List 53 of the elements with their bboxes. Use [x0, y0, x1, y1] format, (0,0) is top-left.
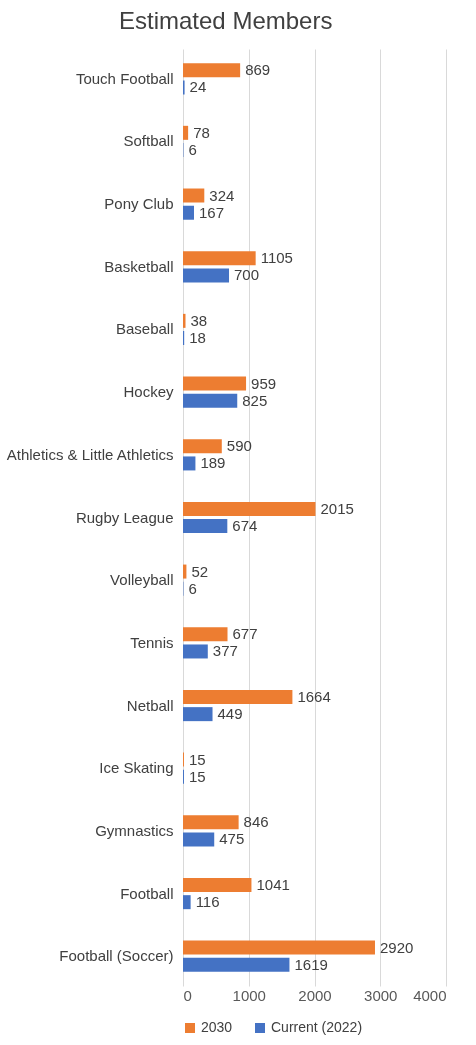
x-tick-label: 2000	[298, 986, 332, 1004]
data-label: 449	[217, 705, 243, 723]
x-tick-label: 0	[183, 986, 192, 1004]
y-tick-label: Volleyball	[110, 571, 174, 589]
data-label: 1619	[294, 955, 328, 973]
x-tick-label: 1000	[232, 986, 266, 1004]
y-tick-label: Basketball	[104, 257, 174, 275]
y-tick-label: Football	[120, 884, 174, 902]
data-label: 846	[243, 813, 269, 831]
data-label: 700	[234, 266, 260, 284]
data-label: 590	[226, 437, 252, 455]
data-label: 78	[193, 123, 210, 141]
data-label: 15	[188, 767, 206, 785]
data-label: 116	[195, 893, 220, 911]
data-label: 24	[189, 78, 207, 96]
data-label: 6	[188, 579, 197, 597]
legend-label: Current (2022)	[271, 1019, 363, 1035]
data-label: 1105	[260, 249, 293, 267]
x-tick-label: 4000	[413, 986, 447, 1004]
y-tick-label: Football (Soccer)	[59, 947, 174, 965]
data-label: 38	[190, 311, 208, 329]
data-label: 189	[200, 454, 226, 472]
y-tick-label: Rugby League	[75, 508, 174, 526]
data-label: 377	[212, 642, 238, 660]
data-label: 2920	[379, 938, 414, 956]
y-tick-label: Hockey	[123, 383, 174, 401]
data-label: 324	[209, 186, 235, 204]
y-tick-label: Baseball	[115, 320, 174, 338]
data-label: 15	[188, 750, 206, 768]
chart-title: Estimated Members	[119, 7, 333, 34]
data-label: 677	[232, 625, 258, 643]
x-tick-label: 3000	[364, 986, 398, 1004]
y-tick-label: Gymnastics	[95, 821, 174, 839]
y-tick-label: Tennis	[130, 633, 174, 651]
y-tick-label: Touch Football	[75, 69, 174, 87]
data-label: 869	[245, 61, 271, 79]
data-label: 167	[198, 203, 225, 221]
legend-label: 2030	[201, 1019, 233, 1035]
data-label: 825	[242, 391, 268, 409]
y-tick-label: Softball	[123, 132, 174, 150]
y-tick-label: Netball	[126, 696, 174, 714]
y-tick-label: Ice Skating	[99, 759, 174, 777]
data-label: 674	[232, 517, 258, 535]
data-label: 475	[219, 830, 245, 848]
data-label: 6	[188, 141, 197, 159]
data-label: 1664	[297, 687, 331, 705]
data-label: 52	[191, 562, 209, 580]
data-label: 1041	[256, 875, 290, 893]
data-label: 959	[251, 374, 277, 392]
y-tick-label: Pony Club	[104, 195, 174, 213]
data-label: 18	[189, 329, 206, 347]
y-tick-label: Athletics & Little Athletics	[6, 445, 174, 463]
data-label: 2015	[320, 499, 354, 517]
